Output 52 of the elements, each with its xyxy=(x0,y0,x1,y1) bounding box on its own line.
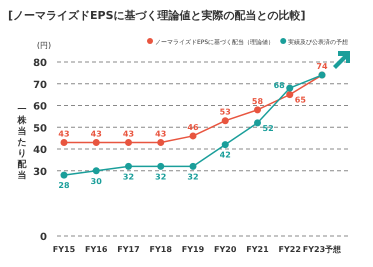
y-tick-label: 50 xyxy=(33,123,48,134)
point xyxy=(157,138,164,146)
point xyxy=(157,162,164,170)
data-label: 42 xyxy=(220,150,231,160)
point xyxy=(254,106,261,114)
point xyxy=(60,138,68,146)
point xyxy=(125,138,132,146)
point xyxy=(286,91,294,98)
data-label: 58 xyxy=(252,96,264,106)
data-label: 65 xyxy=(294,96,306,105)
y-tick-label: 70 xyxy=(33,80,48,91)
x-tick-label: FY18 xyxy=(150,245,172,254)
point xyxy=(125,162,132,170)
y-tick-label: 80 xyxy=(33,58,48,69)
point xyxy=(92,167,100,174)
y-tick-label: 0 xyxy=(40,232,48,243)
data-label: 43 xyxy=(58,129,70,138)
data-label: 30 xyxy=(90,176,102,186)
point xyxy=(254,119,261,126)
point xyxy=(286,84,294,92)
data-label: 53 xyxy=(220,108,231,117)
data-label: 32 xyxy=(122,172,134,182)
x-tick-label: FY20 xyxy=(214,245,237,254)
data-label: 32 xyxy=(187,172,199,182)
data-label: 68 xyxy=(274,81,286,90)
point xyxy=(92,138,100,146)
chart-title: [ノーマライズドEPSに基づく理論値と実際の配当との比較] xyxy=(8,9,306,22)
x-tick-label: FY15 xyxy=(52,245,76,254)
data-label: 74 xyxy=(316,62,328,72)
y-tick-label: 30 xyxy=(33,166,48,178)
x-tick-label: FY19 xyxy=(182,245,205,254)
point xyxy=(60,172,68,179)
point xyxy=(222,141,229,148)
point xyxy=(222,117,229,124)
y-axis-title: 一株当たり配当 xyxy=(18,105,26,181)
point xyxy=(190,162,196,170)
x-tick-label: FY21 xyxy=(246,245,270,254)
data-label: 52 xyxy=(262,124,274,133)
point xyxy=(190,132,196,140)
x-tick-label: FY22 xyxy=(278,245,301,254)
data-label: 32 xyxy=(155,172,166,182)
data-label: 43 xyxy=(90,129,102,138)
data-label: 46 xyxy=(187,122,199,132)
x-tick-label: FY16 xyxy=(85,245,108,254)
y-tick-label: 60 xyxy=(33,102,48,112)
x-tick-label: FY23予想 xyxy=(302,245,342,254)
data-label: 43 xyxy=(122,129,134,138)
data-label: 43 xyxy=(155,129,166,138)
x-tick-label: FY17 xyxy=(117,245,140,254)
y-tick-label: 40 xyxy=(33,145,48,156)
text: (円) xyxy=(36,41,52,50)
data-label: 28 xyxy=(58,181,70,190)
